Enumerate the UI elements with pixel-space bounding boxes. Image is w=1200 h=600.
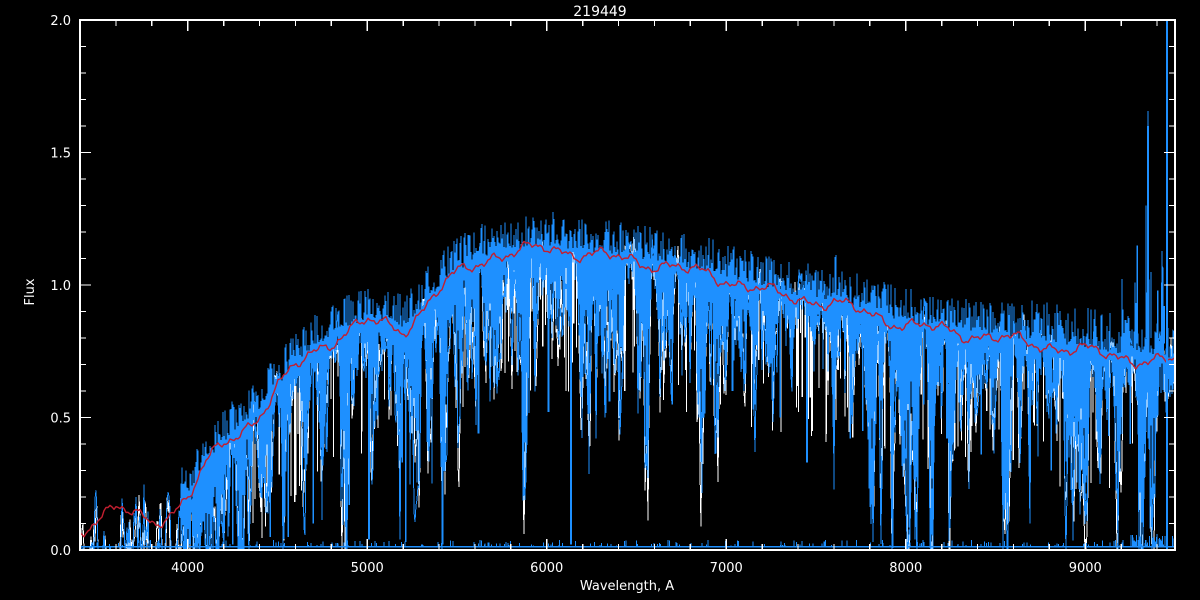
y-tick-label: 2.0 — [50, 14, 71, 29]
series-error-array-baseline — [80, 533, 1175, 548]
y-tick-label: 1.0 — [50, 279, 71, 294]
x-axis-label: Wavelength, A — [580, 579, 674, 594]
y-tick-label: 0.0 — [50, 544, 71, 559]
series-continuum-fit-red — [80, 240, 1175, 538]
data-layer — [80, 20, 1175, 550]
series-model-spectrum-blue — [80, 110, 1175, 550]
x-axis-tick-labels: 4000 5000 6000 7000 8000 9000 — [171, 561, 1102, 576]
y-axis-label: Flux — [23, 278, 38, 305]
chart-title: 219449 — [573, 4, 626, 20]
axes-layer — [79, 19, 1175, 551]
y-tick-label: 0.5 — [50, 412, 71, 427]
plot-frame — [79, 19, 1176, 551]
x-tick-label: 6000 — [530, 561, 563, 576]
x-tick-label: 4000 — [171, 561, 204, 576]
x-tick-label: 5000 — [351, 561, 384, 576]
x-tick-label: 8000 — [889, 561, 922, 576]
y-tick-label: 1.5 — [50, 147, 71, 162]
x-tick-label: 9000 — [1069, 561, 1102, 576]
annotation-spikes — [1136, 20, 1168, 550]
y-axis-tick-labels: 0.0 0.5 1.0 1.5 2.0 — [50, 14, 71, 559]
x-tick-label: 7000 — [710, 561, 743, 576]
